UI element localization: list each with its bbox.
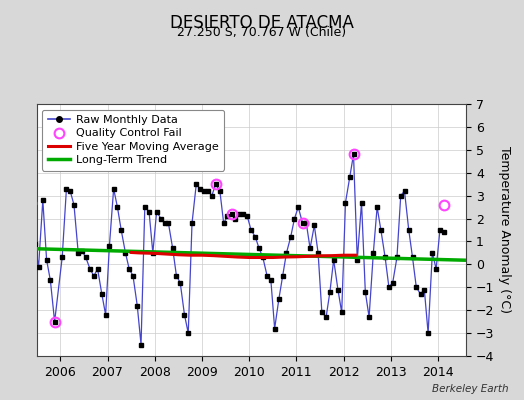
Y-axis label: Temperature Anomaly (°C): Temperature Anomaly (°C) — [498, 146, 511, 314]
Text: 27.250 S, 70.767 W (Chile): 27.250 S, 70.767 W (Chile) — [178, 26, 346, 39]
Legend: Raw Monthly Data, Quality Control Fail, Five Year Moving Average, Long-Term Tren: Raw Monthly Data, Quality Control Fail, … — [42, 110, 224, 171]
Text: DESIERTO DE ATACMA: DESIERTO DE ATACMA — [170, 14, 354, 32]
Text: Berkeley Earth: Berkeley Earth — [432, 384, 508, 394]
